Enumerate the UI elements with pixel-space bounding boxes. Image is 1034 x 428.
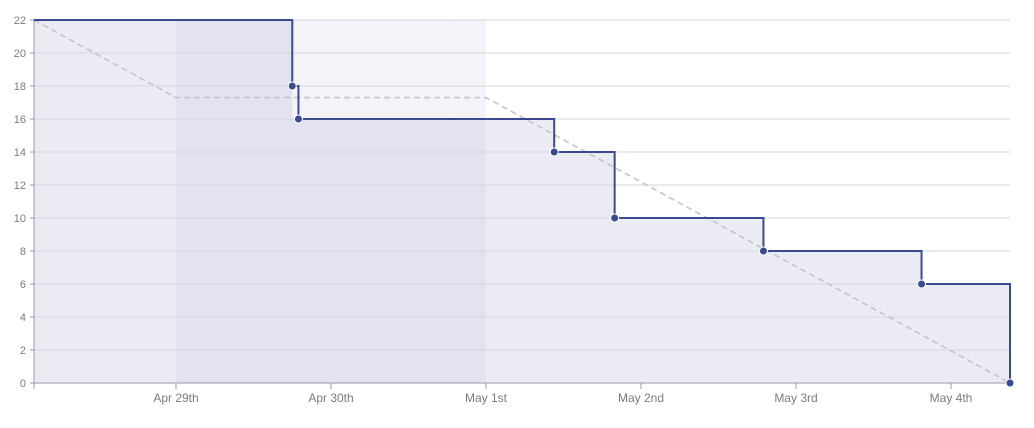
- y-tick-label-20: 20: [14, 48, 26, 60]
- x-tick-label-3: May 2nd: [618, 391, 664, 405]
- x-tick-label-4: May 3rd: [774, 391, 817, 405]
- data-point-4: [611, 214, 619, 222]
- y-tick-label-4: 4: [20, 312, 26, 324]
- y-tick-label-14: 14: [14, 147, 26, 159]
- x-tick-label-5: May 4th: [930, 391, 973, 405]
- data-point-6: [918, 280, 926, 288]
- x-tick-label-0: Apr 29th: [153, 391, 198, 405]
- y-tick-label-8: 8: [20, 246, 26, 258]
- y-tick-label-2: 2: [20, 345, 26, 357]
- y-tick-label-12: 12: [14, 180, 26, 192]
- data-point-2: [294, 115, 302, 123]
- y-tick-label-0: 0: [20, 378, 26, 390]
- data-point-1: [288, 82, 296, 90]
- shaded-band-0: [34, 20, 176, 383]
- y-tick-label-18: 18: [14, 81, 26, 93]
- x-tick-label-1: Apr 30th: [308, 391, 353, 405]
- y-tick-label-22: 22: [14, 15, 26, 27]
- y-tick-label-16: 16: [14, 114, 26, 126]
- pale-band-top-extend: [292, 20, 453, 119]
- y-tick-label-10: 10: [14, 213, 26, 225]
- x-tick-label-2: May 1st: [465, 391, 508, 405]
- y-tick-label-6: 6: [20, 279, 26, 291]
- pale-band-top: [453, 20, 486, 119]
- data-point-3: [550, 148, 558, 156]
- data-point-5: [759, 247, 767, 255]
- data-point-7: [1006, 379, 1014, 387]
